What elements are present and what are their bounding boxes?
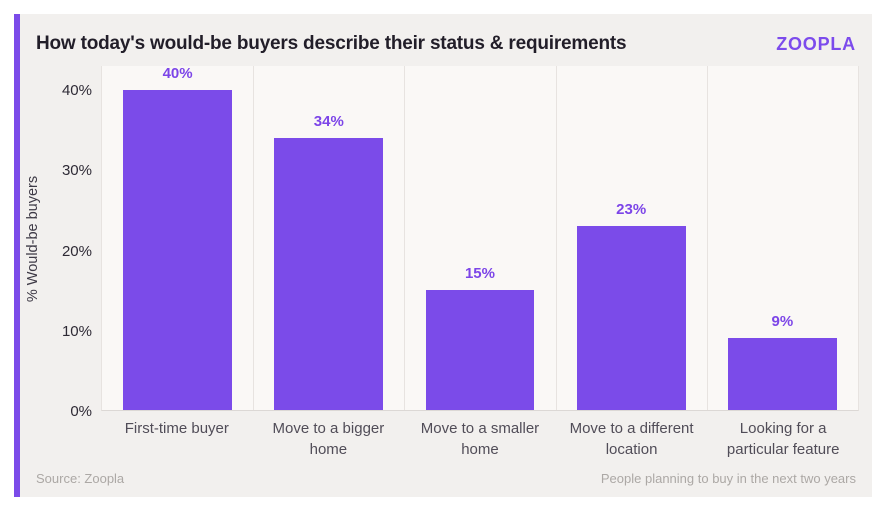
bar-3 (425, 290, 535, 410)
bar-slot: 15% (404, 66, 555, 410)
card-header: How today's would-be buyers describe the… (36, 28, 856, 60)
x-category-label: Looking for a particular feature (726, 420, 840, 458)
plot-area: 40% 34% 15% 23% 9% (101, 65, 859, 411)
x-axis-categories: First-time buyer Move to a bigger home Mov… (101, 418, 859, 466)
category-separator-line (253, 66, 255, 410)
y-axis-title: % Would-be buyers (25, 175, 41, 302)
bar-value-label: 15% (464, 265, 495, 283)
chart-title: How today's would-be buyers describe the… (36, 33, 627, 54)
source-note: Source: Zoopla (36, 470, 125, 486)
bar-2 (274, 138, 384, 410)
bar-value-label: 34% (313, 113, 344, 130)
accent-stripe (14, 14, 20, 497)
bar-4 (576, 226, 686, 410)
category-separator-line (404, 66, 406, 410)
survey-note: People planning to buy in the next two y… (600, 470, 856, 486)
y-tick-label: 0% (70, 403, 92, 420)
bar-value-label: 40% (162, 65, 193, 82)
bar-5 (727, 338, 837, 410)
category-separator-line (555, 66, 557, 410)
bar-slot: 9% (707, 66, 858, 410)
bar-slot: 40% (102, 65, 253, 410)
y-tick-label: 30% (61, 162, 92, 180)
bar-slot: 23% (556, 66, 707, 410)
bar-slot: 34% (253, 66, 404, 410)
x-category-label: Move to a smaller home (420, 420, 540, 458)
y-tick-label: 20% (61, 242, 92, 260)
y-tick-label: 10% (61, 322, 92, 340)
bar-value-label: 9% (771, 313, 794, 330)
x-category-label: Move to a bigger home (272, 420, 385, 458)
zoopla-logo: zoopla (776, 33, 856, 54)
chart-card: How today's would-be buyers describe the… (14, 14, 872, 497)
x-category-label: First-time buyer (124, 420, 229, 437)
bar-value-label: 23% (616, 201, 647, 218)
x-category-label: Move to a different location (569, 420, 694, 458)
card-footer: Source: Zoopla People planning to buy in… (36, 469, 856, 487)
bar-1 (123, 90, 232, 410)
category-separator-line (706, 66, 708, 410)
y-tick-label: 40% (61, 82, 92, 100)
